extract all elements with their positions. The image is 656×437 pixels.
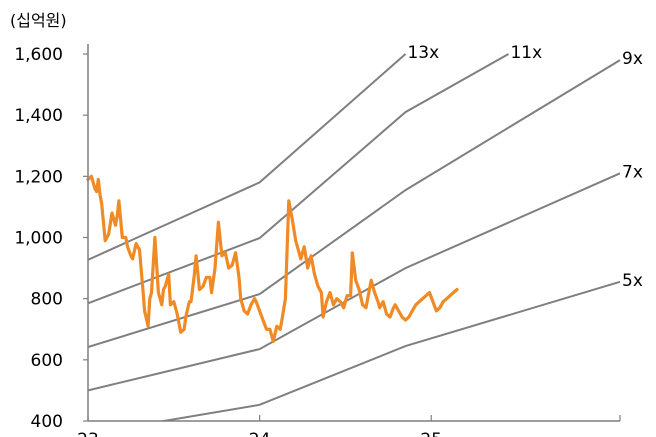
band-label-11x: 11x — [510, 43, 542, 63]
axes: 1,600 1,400 1,200 1,000 800 600 400 23 24 25 — [14, 44, 621, 437]
band-label-13x: 13x — [407, 43, 439, 63]
x-tick-label: 23 — [77, 430, 99, 437]
y-tick-label: 600 — [31, 351, 63, 371]
band-line-11x — [88, 53, 509, 305]
y-axis-unit-label: (십억원) — [10, 11, 67, 30]
band-line-13x — [88, 53, 407, 261]
x-tick-label: 25 — [420, 430, 442, 437]
band-line-9x — [88, 59, 621, 348]
y-tick-label: 400 — [31, 412, 63, 432]
y-tick-label: 1,000 — [14, 229, 63, 249]
band-lines — [88, 53, 621, 421]
band-label-9x: 9x — [622, 49, 643, 69]
price-series — [86, 174, 459, 344]
price-line — [86, 174, 459, 344]
y-tick-label: 1,600 — [14, 45, 63, 65]
band-label-7x: 7x — [622, 162, 643, 182]
band-labels: 13x 11x 9x 7x 5x — [407, 43, 642, 291]
y-tick-label: 1,400 — [14, 106, 63, 126]
y-tick-label: 800 — [31, 290, 63, 310]
band-label-5x: 5x — [622, 271, 643, 291]
band-line-7x — [88, 172, 621, 392]
band-line-5x — [157, 280, 621, 421]
x-tick-label: 24 — [249, 430, 271, 437]
y-tick-label: 1,200 — [14, 167, 63, 187]
